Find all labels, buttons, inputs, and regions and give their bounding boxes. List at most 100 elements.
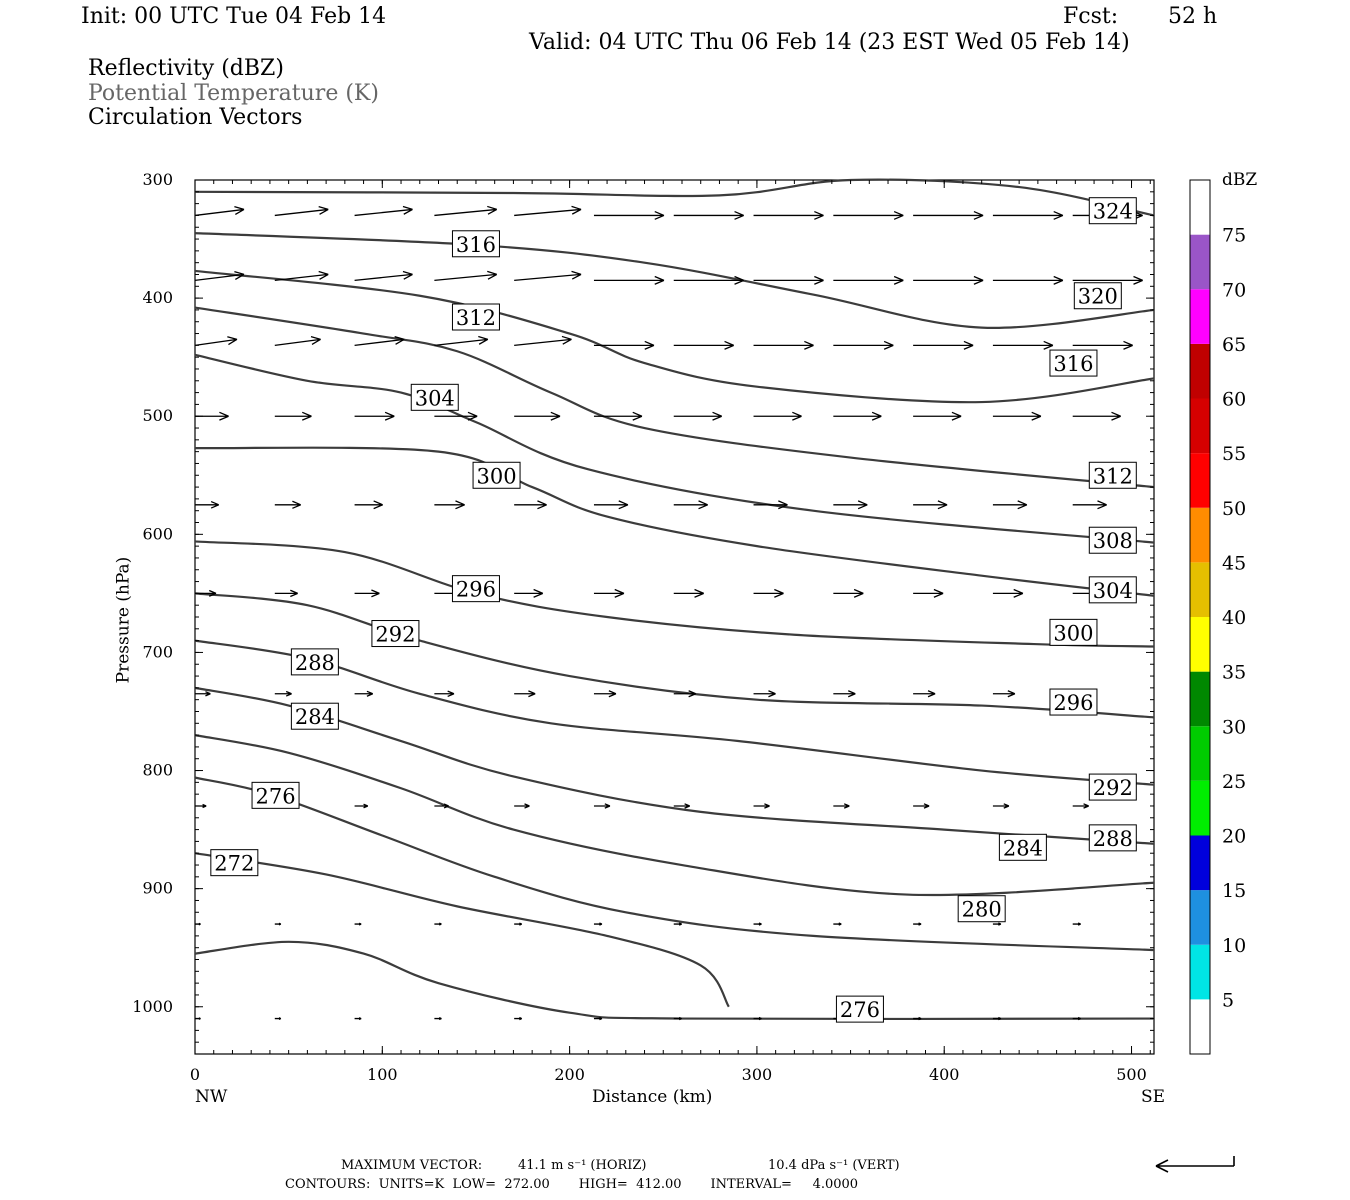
colorbar-segment xyxy=(1190,780,1210,836)
max-vector-vertical: 10.4 dPa s⁻¹ (VERT) xyxy=(768,1158,900,1173)
colorbar-level-label: 55 xyxy=(1222,443,1246,465)
contour-label-box xyxy=(1088,773,1137,801)
x-tick-label: 500 xyxy=(1116,1065,1147,1084)
colorbar-segment xyxy=(1190,835,1210,891)
circulation-vector xyxy=(593,500,629,510)
circulation-vector xyxy=(992,500,1028,510)
circulation-vector xyxy=(354,690,374,697)
colorbar-level-label: 70 xyxy=(1222,279,1246,301)
circulation-vector xyxy=(913,922,922,926)
circulation-vector xyxy=(194,336,238,346)
contour-label-box xyxy=(290,702,339,730)
circulation-vector xyxy=(833,588,864,598)
colorbar-level-label: 5 xyxy=(1222,989,1234,1011)
circulation-vector xyxy=(992,922,1002,926)
circulation-vector xyxy=(913,340,974,350)
contour-label: 284 xyxy=(295,705,335,729)
x-tick-label: 200 xyxy=(554,1065,585,1084)
contour-label-box xyxy=(1049,618,1098,646)
circulation-vector xyxy=(833,803,850,809)
circulation-vector xyxy=(195,500,220,509)
circulation-vector xyxy=(913,1016,922,1021)
contour-label: 300 xyxy=(477,464,517,488)
theta-contour xyxy=(194,540,1155,648)
colorbar-segment xyxy=(1190,562,1210,617)
circulation-vector xyxy=(833,340,894,350)
circulation-vector xyxy=(274,922,282,926)
circulation-vector xyxy=(992,411,1042,421)
circulation-vector xyxy=(195,691,211,697)
field-potential-temperature: Potential Temperature (K) xyxy=(88,81,379,106)
circulation-vector xyxy=(1072,803,1089,809)
colorbar-level-label: 60 xyxy=(1222,389,1246,411)
x-tick-label: 100 xyxy=(367,1065,398,1084)
colorbar-segment xyxy=(1190,453,1210,508)
circulation-vector xyxy=(992,588,1024,598)
contour-label-box xyxy=(371,620,420,648)
theta-contour xyxy=(194,592,1155,719)
circulation-vector xyxy=(753,500,788,510)
circulation-vector xyxy=(833,500,868,510)
y-tick-label: 700 xyxy=(142,642,173,661)
colorbar-level-label: 40 xyxy=(1222,607,1246,629)
contour-label: 312 xyxy=(456,306,496,330)
circulation-vector xyxy=(1072,275,1143,285)
circulation-vector xyxy=(913,803,930,809)
theta-contour xyxy=(194,852,730,1008)
circulation-vector xyxy=(354,589,380,598)
valid-time: Valid: 04 UTC Thu 06 Feb 14 (23 EST Wed … xyxy=(529,30,1130,55)
contour-label: 316 xyxy=(456,233,496,257)
contour-label: 312 xyxy=(1093,464,1133,488)
circulation-vector xyxy=(913,210,984,220)
circulation-vector xyxy=(434,335,489,346)
circulation-vector xyxy=(913,690,936,698)
forecast-hours: 52 h xyxy=(1168,4,1218,29)
colorbar-title: dBZ xyxy=(1222,170,1258,190)
colorbar-segment xyxy=(1190,944,1210,1000)
circulation-vector xyxy=(354,270,413,282)
contour-label-box xyxy=(451,230,500,258)
circulation-vector xyxy=(354,335,405,346)
contour-label-box xyxy=(1073,282,1122,310)
contour-label: 292 xyxy=(1093,776,1133,800)
x-axis-title: Distance (km) xyxy=(592,1087,713,1107)
circulation-vector xyxy=(673,500,709,510)
circulation-vector xyxy=(913,588,944,598)
max-vector-prefix: MAXIMUM VECTOR: xyxy=(341,1158,483,1173)
circulation-vector xyxy=(354,500,383,510)
y-axis-title: Pressure (hPa) xyxy=(113,556,134,684)
circulation-vector xyxy=(913,411,962,421)
circulation-vector xyxy=(1072,411,1121,421)
circulation-vector xyxy=(434,205,498,217)
circulation-vector xyxy=(673,690,697,698)
x-axis-left-end: NW xyxy=(195,1087,228,1107)
contour-info: CONTOURS: UNITS=K LOW= 272.00 HIGH= 412.… xyxy=(285,1177,859,1192)
x-tick-label: 300 xyxy=(742,1065,773,1084)
circulation-vector xyxy=(514,500,547,510)
colorbar-level-label: 45 xyxy=(1222,552,1246,574)
circulation-vector xyxy=(434,690,455,698)
circulation-vector xyxy=(673,803,691,809)
circulation-vector xyxy=(514,411,561,421)
contour-label: 324 xyxy=(1093,200,1133,224)
circulation-vector xyxy=(274,690,292,697)
contour-label: 284 xyxy=(1003,836,1043,860)
circulation-vector xyxy=(593,1016,603,1021)
circulation-vector xyxy=(354,922,362,926)
theta-contour xyxy=(194,734,1155,897)
contour-label-box xyxy=(451,575,500,603)
y-tick-label: 800 xyxy=(142,761,173,780)
colorbar-level-label: 15 xyxy=(1222,880,1246,902)
circulation-vector xyxy=(434,411,478,421)
colorbar-frame xyxy=(1189,179,1211,1055)
circulation-vector xyxy=(833,210,904,220)
plot-frame xyxy=(194,179,1155,1055)
colorbar-segment xyxy=(1190,234,1210,290)
contour-label: 316 xyxy=(1053,352,1093,376)
colorbar-level-label: 20 xyxy=(1222,826,1246,848)
field-reflectivity: Reflectivity (dBZ) xyxy=(88,56,284,81)
colorbar-level-label: 75 xyxy=(1222,225,1246,247)
circulation-vector xyxy=(593,690,617,698)
contour-label-box xyxy=(998,833,1047,861)
circulation-vector xyxy=(1072,340,1133,350)
